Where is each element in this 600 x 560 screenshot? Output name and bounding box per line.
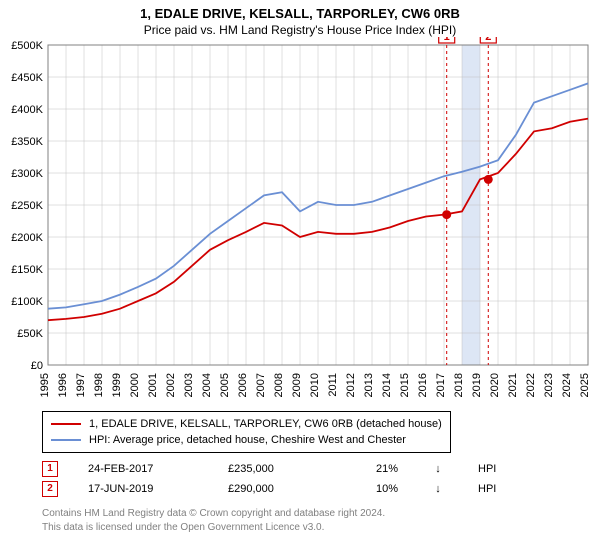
event-hpi-1: HPI: [478, 479, 508, 499]
footer-line1: Contains HM Land Registry data © Crown c…: [42, 507, 590, 521]
chart-titles: 1, EDALE DRIVE, KELSALL, TARPORLEY, CW6 …: [0, 0, 600, 37]
events-row-0: 1 24-FEB-2017 £235,000 21% ↓ HPI: [42, 459, 590, 479]
svg-text:1999: 1999: [111, 373, 123, 397]
event-date-1: 17-JUN-2019: [88, 479, 198, 499]
event-date-0: 24-FEB-2017: [88, 459, 198, 479]
svg-text:£250K: £250K: [11, 200, 43, 212]
chart-svg: £0 £50K £100K £150K £200K £250K £300K £350K £400…: [0, 37, 600, 407]
svg-text:2016: 2016: [417, 373, 429, 397]
svg-text:1996: 1996: [57, 373, 69, 397]
svg-text:2017: 2017: [435, 373, 447, 397]
svg-text:2007: 2007: [255, 373, 267, 397]
svg-text:£350K: £350K: [11, 136, 43, 148]
svg-text:1997: 1997: [75, 373, 87, 397]
legend-swatch-0: [51, 423, 81, 425]
svg-text:2013: 2013: [363, 373, 375, 397]
chart-area: £0 £50K £100K £150K £200K £250K £300K £350K £400…: [0, 37, 600, 407]
svg-text:2: 2: [485, 37, 491, 43]
svg-text:£50K: £50K: [17, 328, 43, 340]
legend-label-1: HPI: Average price, detached house, Ches…: [89, 432, 406, 448]
svg-text:2003: 2003: [183, 373, 195, 397]
svg-text:£150K: £150K: [11, 264, 43, 276]
svg-text:2018: 2018: [453, 373, 465, 397]
svg-text:2008: 2008: [273, 373, 285, 397]
svg-text:1995: 1995: [39, 373, 51, 397]
chart-title: 1, EDALE DRIVE, KELSALL, TARPORLEY, CW6 …: [0, 6, 600, 21]
svg-text:£200K: £200K: [11, 232, 43, 244]
event-num-0: 1: [42, 461, 58, 477]
svg-text:2011: 2011: [327, 373, 339, 397]
event-pct-1: 10%: [338, 479, 398, 499]
events-row-1: 2 17-JUN-2019 £290,000 10% ↓ HPI: [42, 479, 590, 499]
event-price-1: £290,000: [228, 479, 308, 499]
legend-row-0: 1, EDALE DRIVE, KELSALL, TARPORLEY, CW6 …: [51, 416, 442, 432]
svg-text:2014: 2014: [381, 373, 393, 397]
svg-text:£0: £0: [31, 360, 43, 372]
legend: 1, EDALE DRIVE, KELSALL, TARPORLEY, CW6 …: [42, 411, 451, 453]
legend-swatch-1: [51, 439, 81, 441]
svg-text:2025: 2025: [579, 373, 591, 397]
svg-text:£300K: £300K: [11, 168, 43, 180]
event-price-0: £235,000: [228, 459, 308, 479]
svg-text:2009: 2009: [291, 373, 303, 397]
event-num-1: 2: [42, 481, 58, 497]
svg-text:2001: 2001: [147, 373, 159, 397]
footer-line2: This data is licensed under the Open Gov…: [42, 521, 590, 535]
svg-text:£100K: £100K: [11, 296, 43, 308]
svg-text:2020: 2020: [489, 373, 501, 397]
svg-text:2012: 2012: [345, 373, 357, 397]
svg-text:2015: 2015: [399, 373, 411, 397]
svg-text:2019: 2019: [471, 373, 483, 397]
event-arrow-0: ↓: [428, 459, 448, 479]
svg-text:£500K: £500K: [11, 40, 43, 52]
event-pct-0: 21%: [338, 459, 398, 479]
svg-text:2006: 2006: [237, 373, 249, 397]
legend-label-0: 1, EDALE DRIVE, KELSALL, TARPORLEY, CW6 …: [89, 416, 442, 432]
svg-text:2002: 2002: [165, 373, 177, 397]
svg-text:2004: 2004: [201, 373, 213, 397]
svg-text:2021: 2021: [507, 373, 519, 397]
svg-text:£450K: £450K: [11, 72, 43, 84]
event-arrow-1: ↓: [428, 479, 448, 499]
svg-text:1: 1: [444, 37, 450, 43]
svg-text:2022: 2022: [525, 373, 537, 397]
svg-text:2023: 2023: [543, 373, 555, 397]
svg-text:2024: 2024: [561, 373, 573, 397]
footer: Contains HM Land Registry data © Crown c…: [42, 507, 590, 535]
svg-text:1998: 1998: [93, 373, 105, 397]
event-hpi-0: HPI: [478, 459, 508, 479]
chart-subtitle: Price paid vs. HM Land Registry's House …: [0, 23, 600, 37]
legend-row-1: HPI: Average price, detached house, Ches…: [51, 432, 442, 448]
legend-wrap: 1, EDALE DRIVE, KELSALL, TARPORLEY, CW6 …: [42, 411, 590, 453]
svg-text:2005: 2005: [219, 373, 231, 397]
svg-text:2000: 2000: [129, 373, 141, 397]
events-table: 1 24-FEB-2017 £235,000 21% ↓ HPI 2 17-JU…: [42, 459, 590, 499]
svg-text:2010: 2010: [309, 373, 321, 397]
chart-container: 1, EDALE DRIVE, KELSALL, TARPORLEY, CW6 …: [0, 0, 600, 535]
svg-text:£400K: £400K: [11, 104, 43, 116]
